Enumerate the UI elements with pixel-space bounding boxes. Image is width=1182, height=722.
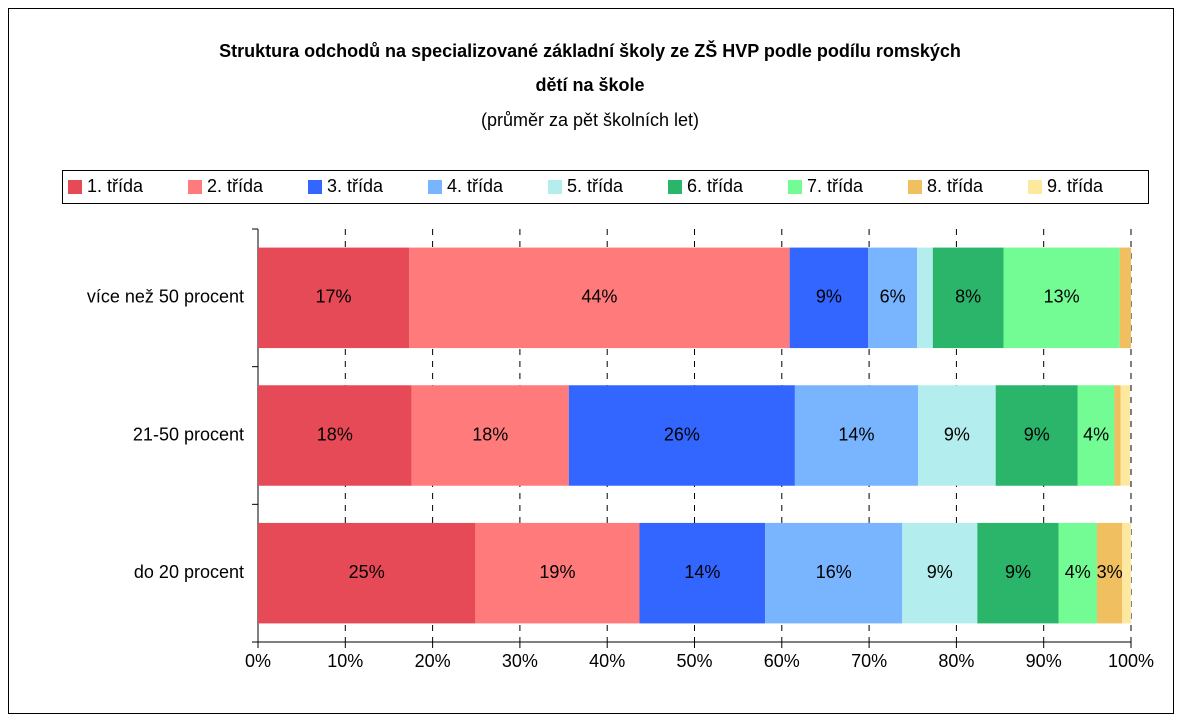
data-label: 9% xyxy=(1024,424,1050,444)
data-label: 16% xyxy=(816,562,852,582)
legend-label: 6. třída xyxy=(687,176,744,196)
x-tick-label: 30% xyxy=(502,651,538,671)
data-label: 18% xyxy=(472,424,508,444)
data-label: 9% xyxy=(816,287,842,307)
legend-label: 2. třída xyxy=(207,176,264,196)
x-tick-label: 60% xyxy=(764,651,800,671)
data-label: 14% xyxy=(684,562,720,582)
legend-swatch xyxy=(68,180,82,194)
data-label: 9% xyxy=(1005,562,1031,582)
data-label: 18% xyxy=(317,424,353,444)
bar-segment xyxy=(411,385,569,486)
data-label: 9% xyxy=(927,562,953,582)
bar-segment xyxy=(1122,522,1131,624)
bar-segment xyxy=(995,385,1078,486)
legend-label: 1. třída xyxy=(87,176,144,196)
legend-label: 4. třída xyxy=(447,176,504,196)
legend-swatch xyxy=(308,180,322,194)
bar-segment xyxy=(639,522,766,624)
legend-swatch xyxy=(788,180,802,194)
x-tick-label: 40% xyxy=(589,651,625,671)
data-label: 17% xyxy=(315,287,351,307)
data-label: 25% xyxy=(349,562,385,582)
data-label: 19% xyxy=(539,562,575,582)
data-label: 13% xyxy=(1044,287,1080,307)
x-tick-label: 10% xyxy=(327,651,363,671)
legend-swatch xyxy=(548,180,562,194)
data-label: 8% xyxy=(955,287,981,307)
bar-segment xyxy=(917,247,933,349)
legend-label: 8. třída xyxy=(927,176,984,196)
x-tick-label: 90% xyxy=(1026,651,1062,671)
y-tick-label: do 20 procent xyxy=(134,562,244,582)
bar-segment xyxy=(917,385,996,486)
bar-segment xyxy=(789,247,869,349)
bar-segment xyxy=(475,522,640,624)
bar-segment xyxy=(932,247,1004,349)
legend-label: 3. třída xyxy=(327,176,384,196)
x-tick-label: 20% xyxy=(415,651,451,671)
x-tick-label: 70% xyxy=(851,651,887,671)
chart-subtitle: (průměr za pět školních let) xyxy=(481,110,699,130)
bar-segment xyxy=(1077,385,1115,486)
legend-swatch xyxy=(188,180,202,194)
legend-label: 9. třída xyxy=(1047,176,1104,196)
legend-box xyxy=(62,170,1149,204)
bar-segment xyxy=(902,522,978,624)
bar-segment xyxy=(1119,247,1131,349)
bar-segment xyxy=(258,247,410,349)
bar-segment xyxy=(1114,385,1121,486)
data-label: 3% xyxy=(1097,562,1123,582)
x-tick-label: 100% xyxy=(1108,651,1154,671)
data-label: 44% xyxy=(581,287,617,307)
legend-swatch xyxy=(1028,180,1042,194)
data-label: 4% xyxy=(1065,562,1091,582)
chart-title: Struktura odchodů na specializované zákl… xyxy=(219,40,961,61)
legend-swatch xyxy=(668,180,682,194)
bar-segment xyxy=(568,385,795,486)
x-tick-label: 80% xyxy=(938,651,974,671)
bar-segment xyxy=(1120,385,1131,486)
bar-segment xyxy=(868,247,918,349)
legend-label: 7. třída xyxy=(807,176,864,196)
y-tick-label: více než 50 procent xyxy=(87,287,244,307)
x-tick-label: 0% xyxy=(245,651,271,671)
bar-segment xyxy=(1003,247,1120,349)
data-label: 26% xyxy=(664,424,700,444)
bar-segment xyxy=(409,247,790,349)
legend-label: 5. třída xyxy=(567,176,624,196)
bar-segment xyxy=(1096,522,1123,624)
legend-swatch xyxy=(908,180,922,194)
bar-segment xyxy=(258,385,412,486)
data-label: 6% xyxy=(880,287,906,307)
bar-segment xyxy=(258,522,476,624)
legend-swatch xyxy=(428,180,442,194)
x-tick-label: 50% xyxy=(676,651,712,671)
bar-segment xyxy=(977,522,1059,624)
bar-segment xyxy=(1058,522,1097,624)
data-label: 4% xyxy=(1083,424,1109,444)
bar-segment xyxy=(794,385,918,486)
chart-title: dětí na škole xyxy=(535,75,644,95)
y-tick-label: 21-50 procent xyxy=(133,424,244,444)
data-label: 9% xyxy=(944,424,970,444)
data-label: 14% xyxy=(838,424,874,444)
bar-segment xyxy=(765,522,903,624)
